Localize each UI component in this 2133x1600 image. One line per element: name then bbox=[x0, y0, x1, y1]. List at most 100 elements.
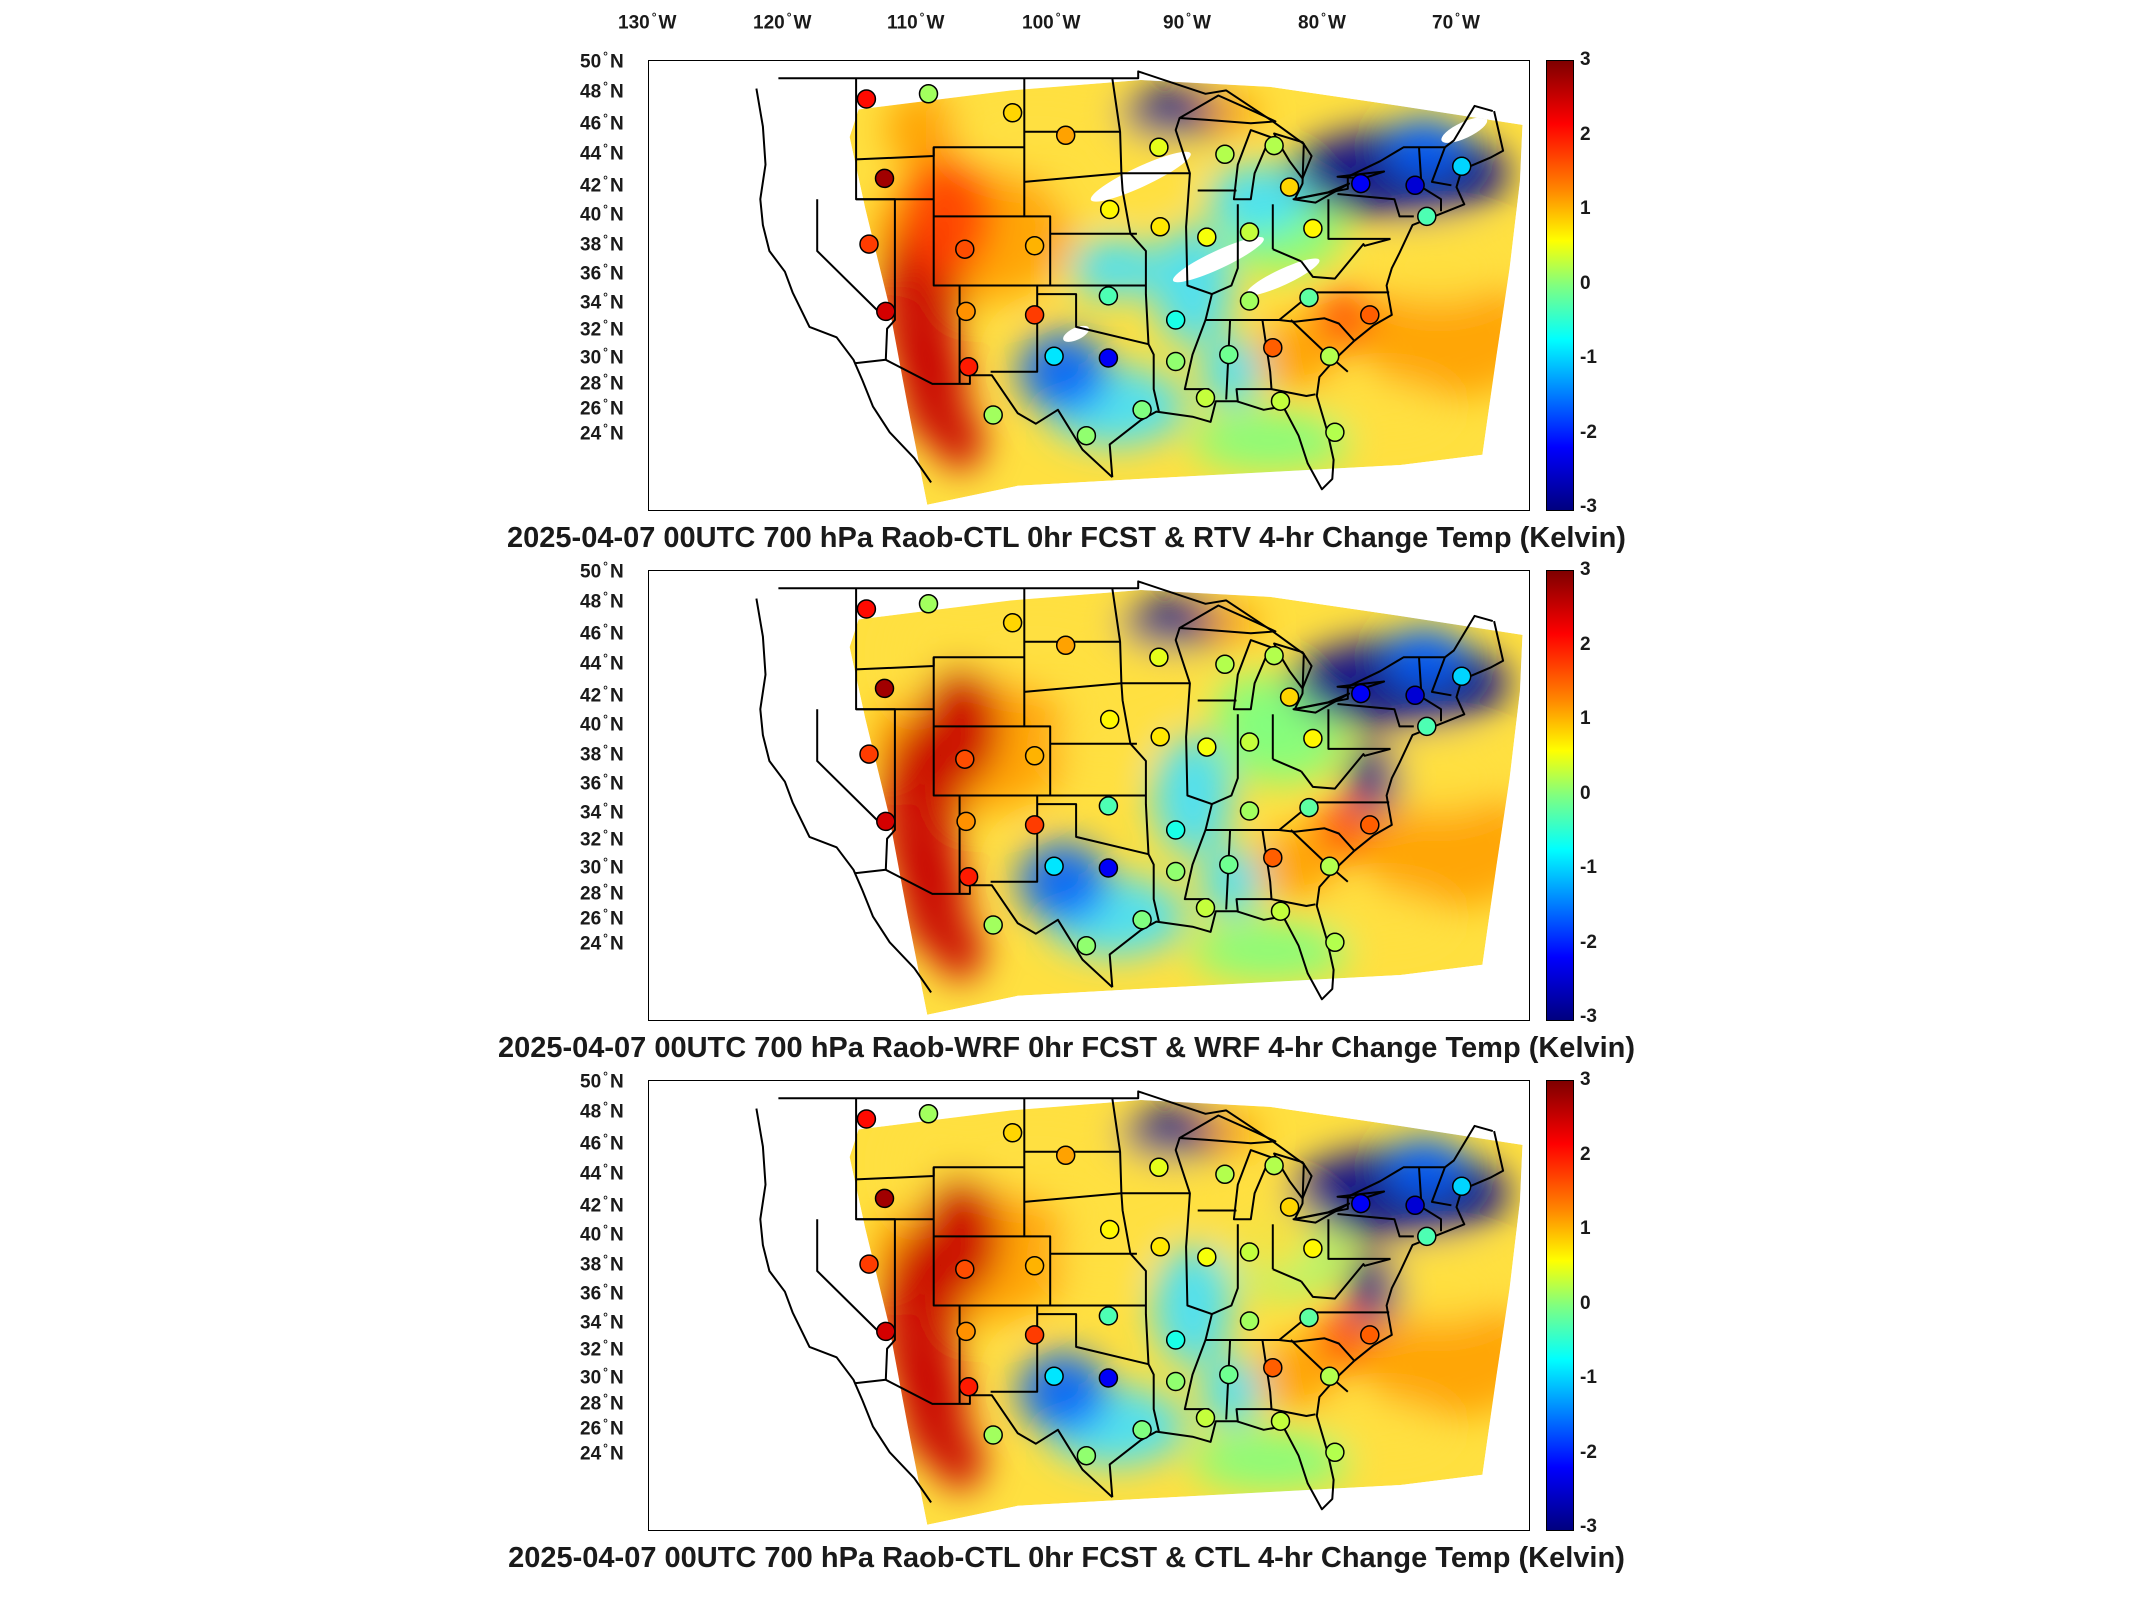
field-blob bbox=[947, 85, 1128, 176]
state-border bbox=[856, 656, 1025, 671]
raob-station-marker bbox=[1150, 1237, 1170, 1257]
field-blob bbox=[1368, 233, 1509, 304]
state-border bbox=[1111, 588, 1160, 922]
raob-station-marker bbox=[1451, 666, 1472, 687]
raob-station-marker bbox=[1044, 346, 1064, 367]
raob-station-marker bbox=[1150, 727, 1170, 747]
lat-label: 50 ° N bbox=[580, 559, 624, 583]
missing-data-gap bbox=[1090, 151, 1191, 202]
field-blob bbox=[1256, 829, 1337, 900]
field-blob bbox=[1018, 1351, 1109, 1432]
state-border bbox=[1211, 1224, 1239, 1316]
field-blob bbox=[1152, 735, 1233, 856]
raob-station-marker bbox=[1002, 103, 1023, 123]
state-border bbox=[1418, 1167, 1442, 1232]
raob-station-marker bbox=[1165, 1371, 1186, 1392]
state-border bbox=[1290, 1339, 1349, 1393]
lat-label: 42 ° N bbox=[580, 683, 624, 707]
field-blob bbox=[885, 90, 956, 171]
state-border bbox=[1279, 827, 1356, 852]
raob-station-marker bbox=[1098, 286, 1119, 306]
raob-station-marker bbox=[1299, 797, 1319, 818]
raob-station-marker bbox=[1165, 351, 1186, 372]
lat-label: 30 ° N bbox=[580, 855, 624, 879]
lon-label-70w: 70 ° W bbox=[1432, 10, 1480, 34]
raob-station-marker bbox=[1195, 898, 1216, 918]
lat-label: 24 ° N bbox=[580, 931, 624, 955]
state-border bbox=[1418, 147, 1442, 212]
great-lake-outline bbox=[1292, 692, 1351, 714]
raob-station-marker bbox=[1279, 687, 1300, 707]
map-boundaries bbox=[755, 70, 1505, 491]
raob-station-marker bbox=[1264, 1155, 1284, 1176]
state-border bbox=[1337, 193, 1414, 218]
raob-station-marker bbox=[1195, 1408, 1216, 1428]
raob-station-marker bbox=[1417, 1226, 1437, 1247]
colorbar-tick-label: 3 bbox=[1580, 49, 1591, 70]
state-border bbox=[1271, 1408, 1316, 1417]
raob-station-marker bbox=[1319, 1366, 1340, 1387]
state-border bbox=[816, 1219, 888, 1341]
state-border bbox=[1037, 1313, 1149, 1366]
raob-station-marker bbox=[876, 811, 896, 832]
state-border bbox=[854, 868, 1113, 988]
field-blob bbox=[1080, 1144, 1201, 1225]
raob-station-marker bbox=[1165, 310, 1186, 330]
colorbar-tick-label: 1 bbox=[1580, 708, 1591, 729]
field-blob bbox=[947, 595, 1128, 686]
raob-station-marker bbox=[874, 1188, 895, 1209]
raob-station-marker bbox=[1303, 728, 1323, 749]
field-blobs bbox=[872, 595, 1523, 981]
raob-station-marker bbox=[1299, 1307, 1319, 1328]
raob-station-marker bbox=[955, 1259, 975, 1279]
state-border bbox=[1272, 248, 1302, 263]
raob-station-marker bbox=[1099, 199, 1120, 220]
west-coastline bbox=[755, 598, 932, 993]
raob-station-marker bbox=[1299, 287, 1319, 308]
field-blob bbox=[1256, 319, 1337, 390]
state-border bbox=[1272, 1268, 1302, 1283]
state-border bbox=[1279, 317, 1356, 342]
field-blob bbox=[1207, 164, 1308, 235]
raob-station-marker bbox=[918, 594, 939, 614]
east-gulf-coastline bbox=[1108, 1130, 1505, 1511]
colorbar bbox=[1546, 1080, 1574, 1531]
colorbar-tick-label: -1 bbox=[1580, 1367, 1597, 1388]
state-border bbox=[1337, 703, 1414, 728]
west-coastline bbox=[755, 1108, 932, 1503]
raob-station-marker bbox=[1132, 910, 1152, 930]
panel-ctl: 50 ° N 48 ° N 46 ° N 44 ° N 42 ° N 40 ° N 38 ° N 36 ° N 34 ° N 32 ° N… bbox=[0, 1069, 2133, 1590]
map-svg bbox=[755, 70, 1523, 505]
raob-station-marker bbox=[918, 84, 939, 104]
raob-station-marker bbox=[859, 744, 879, 764]
raob-station-marker bbox=[1451, 1176, 1472, 1197]
raob-station-marker bbox=[856, 89, 877, 109]
state-border bbox=[1174, 627, 1213, 901]
colorbar-tick-label: 1 bbox=[1580, 198, 1591, 219]
lat-label: 48 ° N bbox=[580, 79, 624, 103]
state-border bbox=[1430, 656, 1452, 697]
colorbar-tick-label: -3 bbox=[1580, 1516, 1597, 1537]
colorbar-tick-label: 2 bbox=[1580, 1143, 1591, 1165]
raob-station-marker bbox=[1270, 391, 1291, 411]
raob-station-marker bbox=[1360, 305, 1380, 325]
raob-station-marker bbox=[983, 915, 1003, 935]
state-border bbox=[1024, 682, 1122, 693]
raob-station-marker bbox=[1149, 137, 1169, 158]
raob-station-marker bbox=[983, 405, 1003, 425]
lat-label: 32 ° N bbox=[580, 827, 624, 851]
raob-station-marker bbox=[1360, 1325, 1380, 1345]
raob-station-marker bbox=[1024, 305, 1045, 325]
state-border bbox=[1327, 709, 1391, 750]
colorbar-tick-label: -1 bbox=[1580, 857, 1597, 878]
lat-label: 32 ° N bbox=[580, 1337, 624, 1361]
raob-station-marker bbox=[876, 301, 896, 322]
lon-label-80w: 80 ° W bbox=[1298, 10, 1346, 34]
raob-station-marker bbox=[1215, 144, 1235, 165]
raob-station-marker bbox=[1360, 815, 1380, 835]
raob-station-marker bbox=[1215, 654, 1235, 675]
lon-label-110w: 110 ° W bbox=[887, 10, 945, 34]
colorbar bbox=[1546, 570, 1574, 1021]
raob-station-marker bbox=[1264, 645, 1284, 666]
raob-station-marker bbox=[955, 239, 975, 259]
